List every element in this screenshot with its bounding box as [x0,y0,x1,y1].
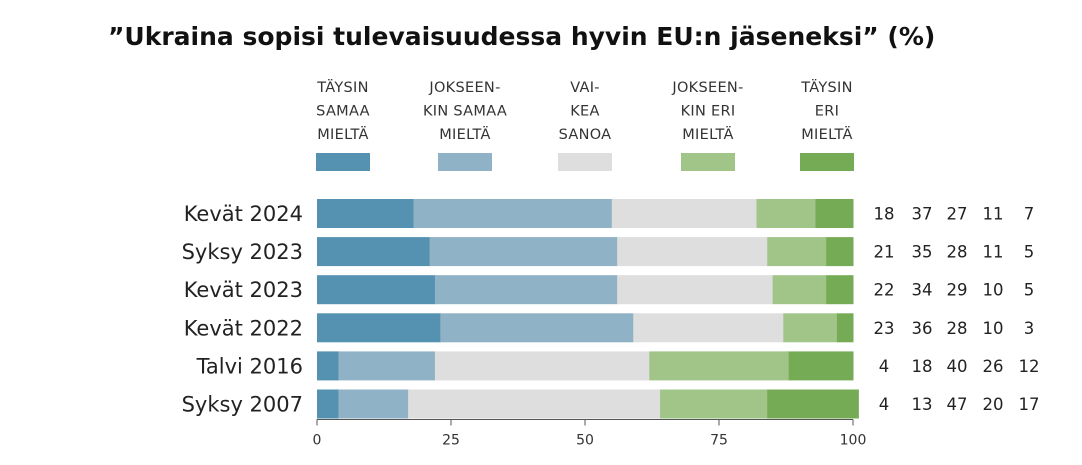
x-tick-label-4: 75 [710,433,728,449]
legend-label-4-line-1: JOKSEEN- [671,80,743,96]
value-label-1-4: 11 [983,205,1004,224]
bar-segment-1-2 [413,199,613,228]
value-labels: 18 37 27 11 721 35 28 11 522 34 29 10 523 36 28 10 34 18 4… [874,205,1040,415]
legend-swatch-1 [316,153,370,171]
value-label-1-3: 27 [947,205,968,224]
value-label-5-3: 40 [947,357,968,376]
category-label-6: Syksy 2007 [182,393,303,417]
legend-label-3-line-1: VAI- [570,80,600,96]
bar-segment-6-3 [408,389,661,419]
category-label-5: Talvi 2016 [196,354,303,378]
bar-segment-2-2 [429,237,618,267]
value-label-3-1: 22 [874,281,895,300]
value-label-2-1: 21 [874,243,895,262]
bar-segment-6-1 [317,389,339,419]
value-label-2-3: 28 [947,243,968,262]
value-label-6-2: 13 [912,395,933,414]
value-label-3-2: 34 [912,281,933,300]
bar-segment-1-4 [756,199,816,228]
bar-segment-4-1 [317,313,441,343]
legend-label-2-line-3: MIELTÄ [439,125,490,143]
x-tick-label-5: 100 [840,433,867,449]
x-axis: 0 25 50 75 100 [313,419,867,449]
category-label-3: Kevät 2023 [184,278,303,302]
value-label-1-1: 18 [874,205,895,224]
bar-segment-2-4 [767,237,827,267]
legend-label-1-line-2: SAMAA [316,104,370,120]
bar-segment-1-5 [815,199,854,228]
value-label-2-2: 35 [912,243,933,262]
value-label-4-5: 3 [1024,319,1035,338]
category-label-4: Kevät 2022 [184,316,303,340]
x-tick-label-2: 25 [442,433,460,449]
legend-label-5-line-3: MIELTÄ [801,125,852,143]
legend-swatch-4 [681,153,735,171]
legend: TÄYSIN SAMAA MIELTÄ JOKSEEN- KIN SAMAA MIELTÄ… [316,78,854,171]
legend-label-1-line-1: TÄYSIN [316,78,369,96]
value-label-4-3: 28 [947,319,968,338]
bar-segment-6-2 [338,389,409,419]
bar-segment-2-3 [617,237,768,267]
x-tick-label-3: 50 [576,433,594,449]
legend-label-4-line-3: MIELTÄ [682,125,733,143]
legend-swatch-5 [800,153,854,171]
legend-label-2-line-1: JOKSEEN- [428,80,500,96]
bar-segment-5-2 [338,351,436,381]
value-label-4-1: 23 [874,319,895,338]
legend-label-3-line-3: SANOA [559,127,612,143]
chart-title: ”Ukraina sopisi tulevaisuudessa hyvin EU… [108,22,935,51]
x-tick-label-1: 0 [313,433,322,449]
category-label-2: Syksy 2023 [182,240,303,264]
value-label-3-3: 29 [947,281,968,300]
category-labels: Kevät 2024 Syksy 2023 Kevät 2023 Kevät 2022… [182,202,303,417]
bar-segment-1-1 [317,199,414,228]
value-label-4-2: 36 [912,319,933,338]
bar-segment-6-4 [660,389,768,419]
bar-segment-5-3 [434,351,650,381]
bar-segment-4-5 [836,313,854,343]
value-label-2-5: 5 [1024,243,1035,262]
legend-label-5-line-1: TÄYSIN [800,78,853,96]
value-label-6-1: 4 [879,395,890,414]
value-label-5-1: 4 [879,357,890,376]
value-label-1-2: 37 [912,205,933,224]
legend-label-2-line-2: KIN SAMAA [423,104,507,120]
value-label-5-5: 12 [1019,357,1040,376]
value-label-6-3: 47 [947,395,968,414]
legend-label-4-line-2: KIN ERI [681,104,736,120]
value-label-3-5: 5 [1024,281,1035,300]
legend-label-3-line-2: KEA [570,104,600,120]
bar-segment-4-3 [633,313,784,343]
value-label-5-2: 18 [912,357,933,376]
value-label-6-4: 20 [983,395,1004,414]
bar-segment-4-2 [440,313,634,343]
bar-segment-1-3 [611,199,758,228]
bar-segment-4-4 [783,313,838,343]
bar-segment-3-5 [826,275,854,305]
value-label-6-5: 17 [1019,395,1040,414]
bar-segment-5-5 [788,351,854,381]
bar-segment-3-3 [617,275,774,305]
legend-swatch-2 [438,153,492,171]
bar-segment-3-2 [434,275,618,305]
value-label-3-4: 10 [983,281,1004,300]
bars-group [317,199,859,419]
category-label-1: Kevät 2024 [184,202,303,226]
bar-segment-6-5 [767,389,859,419]
bar-segment-2-5 [826,237,854,267]
legend-swatch-3 [558,153,612,171]
legend-label-1-line-3: MIELTÄ [317,125,368,143]
value-label-5-4: 26 [983,357,1004,376]
bar-segment-3-1 [317,275,436,305]
value-label-2-4: 11 [983,243,1004,262]
value-label-1-5: 7 [1024,205,1035,224]
legend-label-5-line-2: ERI [815,104,839,120]
bar-segment-2-1 [317,237,431,267]
bar-segment-5-4 [649,351,790,381]
bar-segment-3-4 [772,275,827,305]
bar-segment-5-1 [317,351,339,381]
value-label-4-4: 10 [983,319,1004,338]
